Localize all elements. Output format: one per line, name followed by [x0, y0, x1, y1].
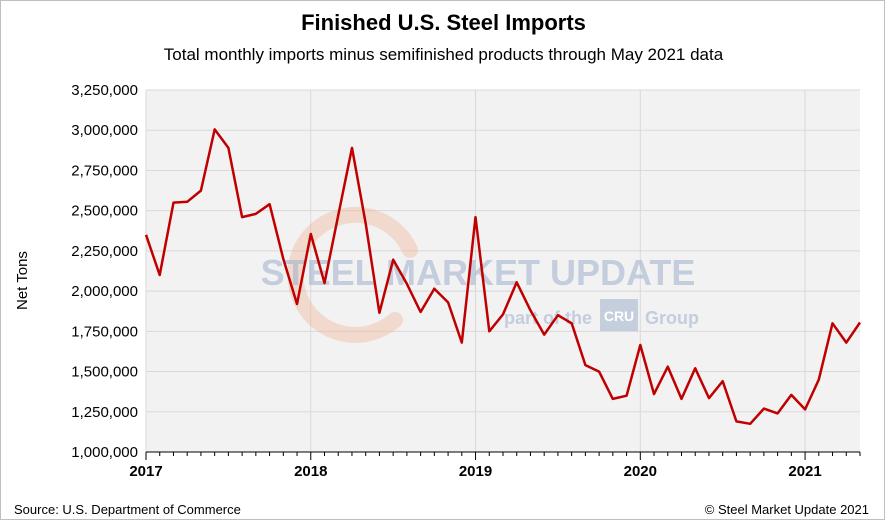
chart-subtitle: Total monthly imports minus semifinished… [163, 45, 724, 64]
y-tick-label: 1,750,000 [71, 323, 138, 340]
y-tick-label: 2,250,000 [71, 243, 138, 260]
watermark-swoosh-icon [287, 206, 418, 343]
y-tick-labels: 1,000,000 1,250,000 1,500,000 1,750,000 2,00… [71, 82, 138, 461]
cru-logo-box [600, 299, 638, 331]
y-tick-label: 1,500,000 [71, 364, 138, 381]
y-tick-label: 2,500,000 [71, 203, 138, 220]
copyright-note: © Steel Market Update 2021 [704, 502, 869, 517]
y-tick-label: 2,750,000 [71, 162, 138, 179]
axes [145, 451, 861, 460]
plot-area [146, 90, 860, 452]
x-tick-label: 2020 [624, 463, 657, 480]
chart-title: Finished U.S. Steel Imports [301, 10, 586, 35]
x-tick-label: 2018 [294, 463, 327, 480]
watermark: STEEL MARKET UPDATE part of the CRU Grou… [261, 206, 699, 343]
y-tick-label: 3,000,000 [71, 122, 138, 139]
x-tick-labels: 2017 2018 2019 2020 2021 [129, 463, 821, 480]
x-tick-label: 2017 [129, 463, 162, 480]
y-tick-label: 1,000,000 [71, 444, 138, 461]
series-line [144, 128, 862, 426]
y-tick-label: 1,250,000 [71, 404, 138, 421]
source-note: Source: U.S. Department of Commerce [14, 502, 241, 517]
x-tick-label: 2021 [788, 463, 821, 480]
watermark-sub-prefix: part of the [504, 308, 592, 328]
cru-logo-text: CRU [604, 308, 634, 324]
grid-lines [145, 89, 860, 453]
y-tick-label: 2,000,000 [71, 283, 138, 300]
watermark-sub-suffix: Group [645, 308, 699, 328]
watermark-main-text: STEEL MARKET UPDATE [261, 252, 696, 293]
y-tick-label: 3,250,000 [71, 82, 138, 99]
x-tick-label: 2019 [459, 463, 492, 480]
